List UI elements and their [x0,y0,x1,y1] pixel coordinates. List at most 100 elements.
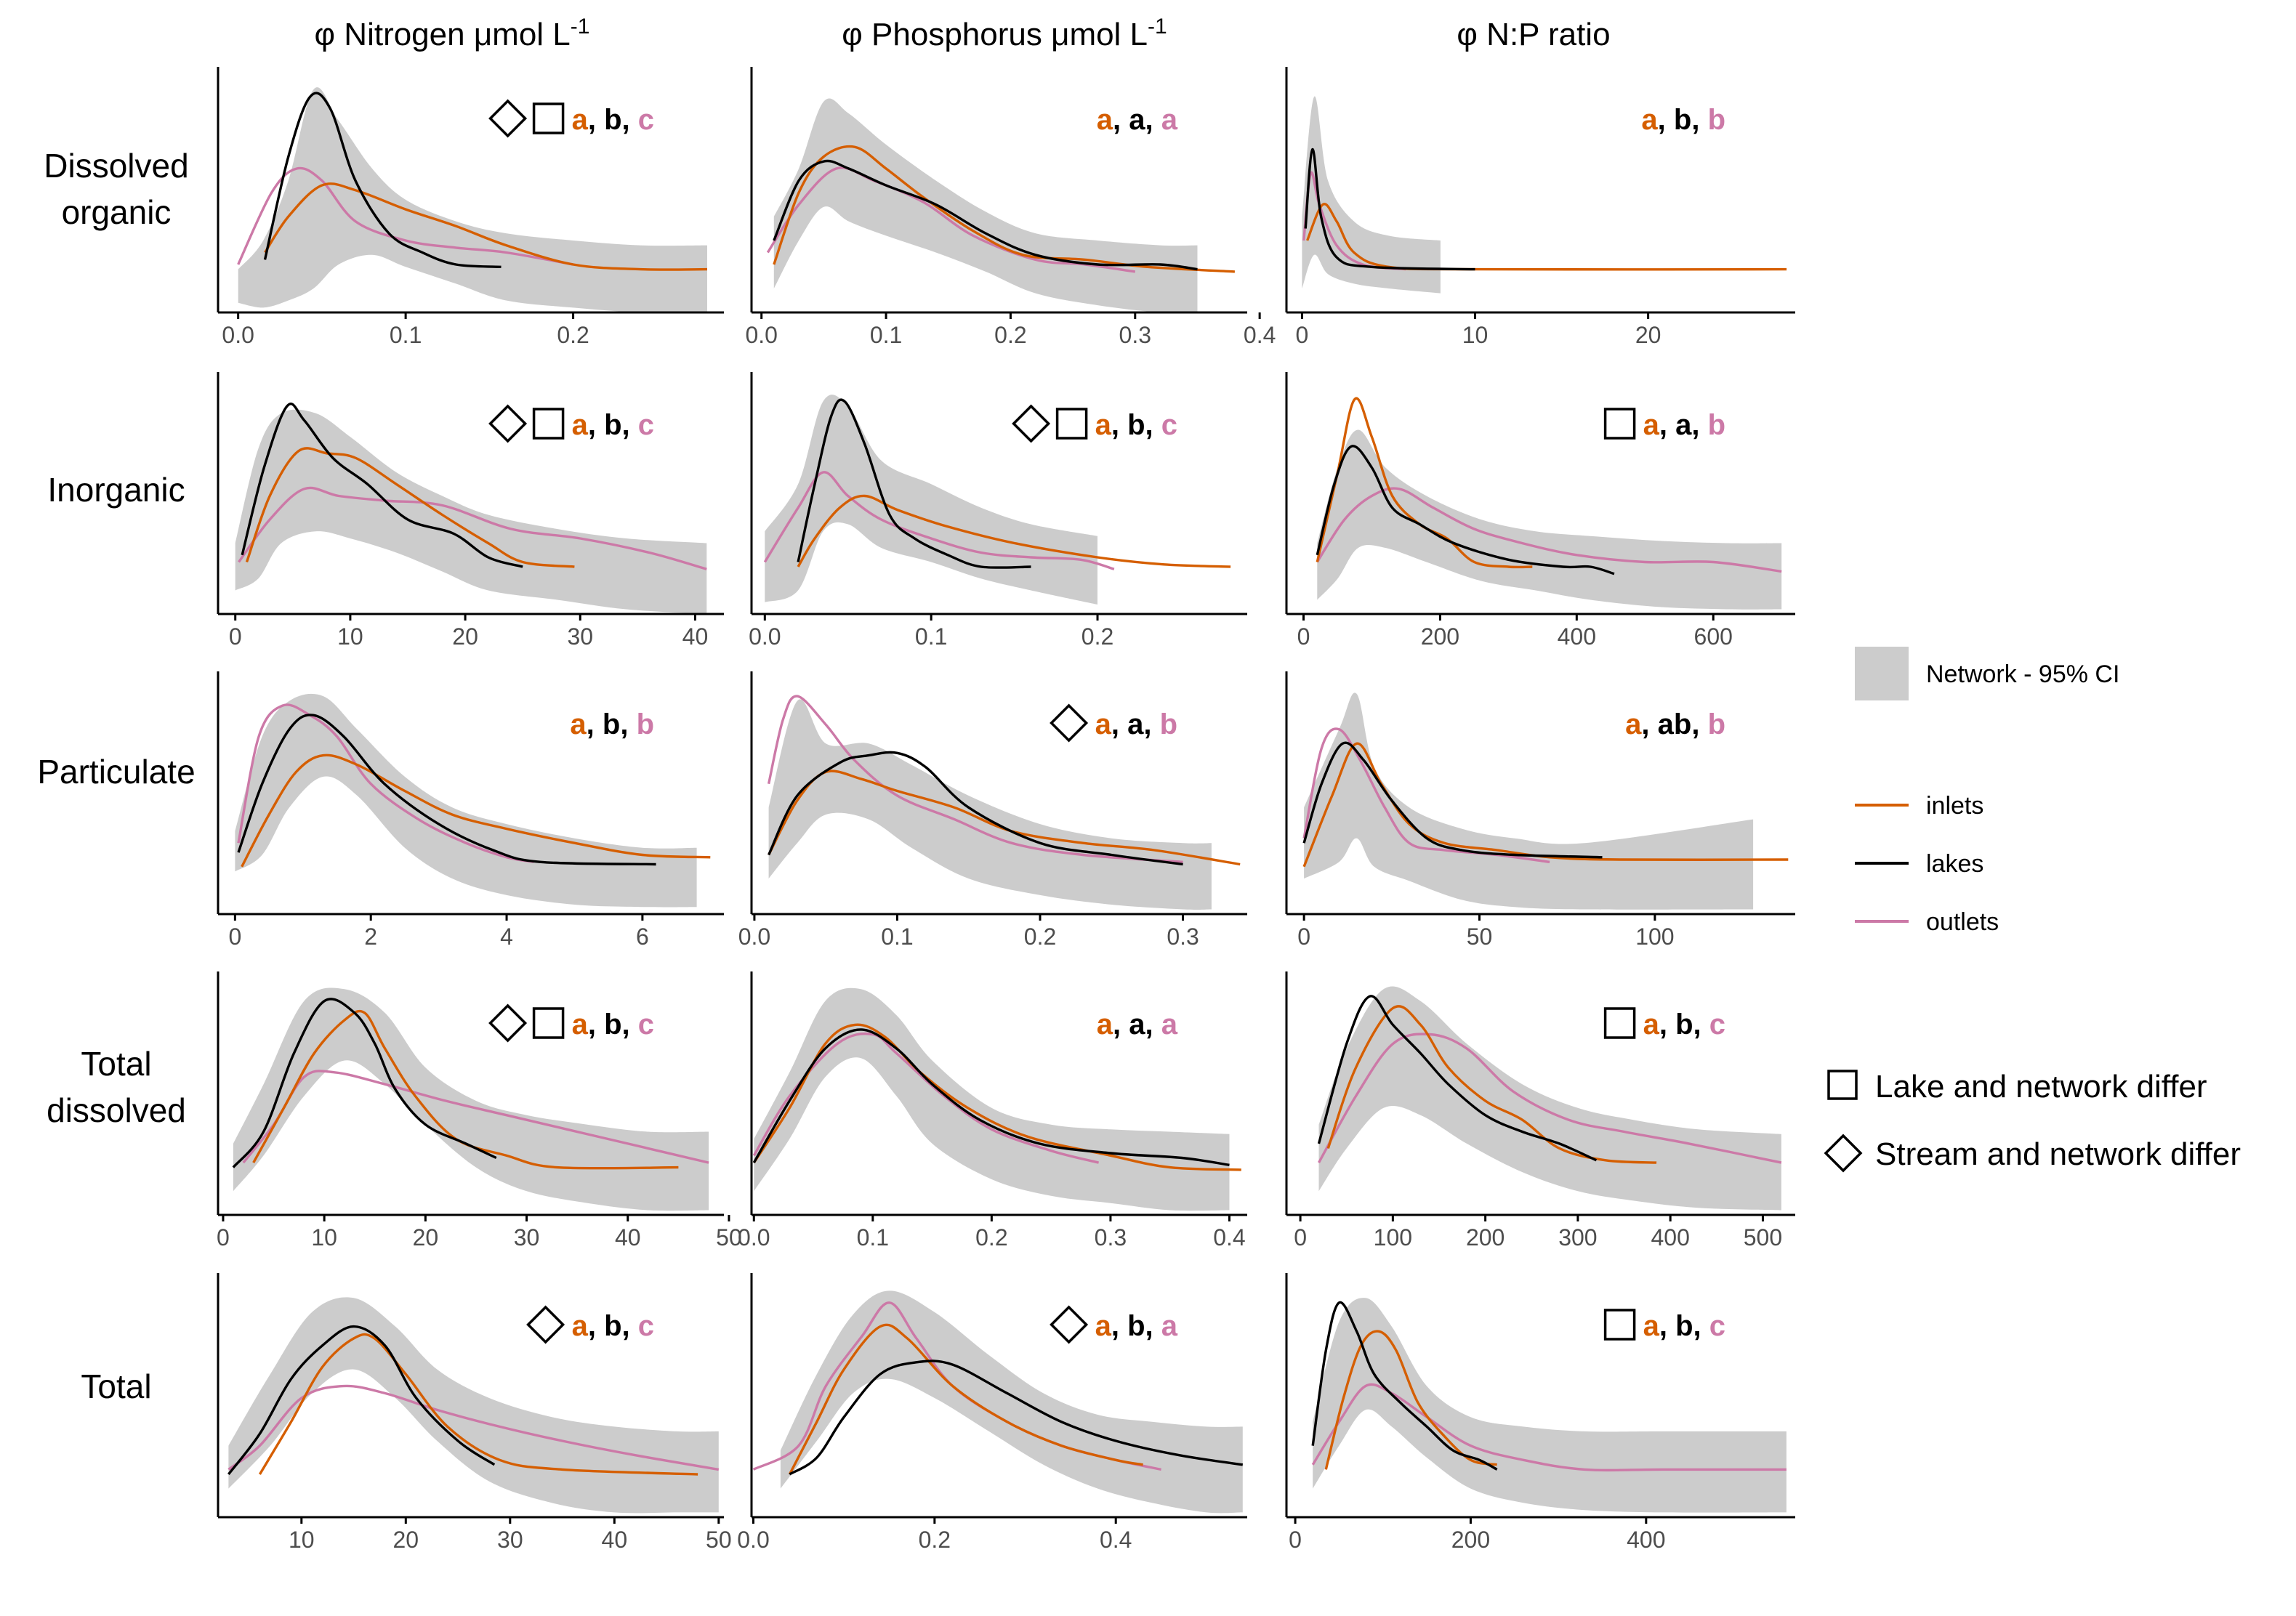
ci-band [780,1290,1243,1514]
x-tick-label: 0.3 [1167,924,1199,950]
series-line-lakes [241,403,523,568]
letter-lakes: b [604,409,621,441]
row-title-2-line-0: Particulate [37,753,195,791]
stream-differs-diamond-icon [1050,1305,1089,1344]
letter-separator: , [1113,104,1129,136]
letter-outlets: c [1161,409,1177,441]
significance-letters: a, b, a [1095,1310,1178,1342]
letter-lakes: b [1127,1310,1145,1342]
lake-differs-square-icon [1603,1309,1636,1341]
ci-band [228,1297,719,1514]
ci-band [238,87,707,313]
legend-lakes-label: lakes [1926,850,1983,878]
letter-separator: , [622,1009,638,1041]
series-line-outlets [767,695,1183,863]
x-tick-label: 100 [1635,924,1674,950]
x-tick-label: 300 [1558,1224,1597,1251]
x-tick-label: 0.0 [222,322,254,348]
letter-lakes: a [1127,708,1144,740]
series-line-lakes [1317,995,1598,1162]
letter-lakes: b [604,1009,621,1041]
panel-r3-c2: 0 100 200 300 400 500 a, b, c [1285,971,1795,1251]
letter-separator: , [1113,1009,1129,1041]
x-tick-label: 0 [1289,1527,1302,1553]
panel-r3-c0: 0 10 20 30 40 50 a, b, c [217,971,742,1251]
x-tick-label: 500 [1744,1224,1782,1251]
letter-separator: , [588,1009,604,1041]
letter-outlets: b [1708,409,1725,441]
series-line-inlets [1302,742,1789,868]
series-line-lakes [768,751,1183,866]
x-tick-label: 0.1 [915,623,947,650]
x-tick-label: 0.1 [870,322,902,348]
series-line-outlets [1311,1383,1787,1472]
letter-lakes: b [1675,1310,1693,1342]
letter-separator: , [1641,708,1657,740]
stream-differs-diamond-icon [488,404,528,443]
letter-outlets: a [1161,1009,1178,1041]
series-line-lakes [227,1325,496,1476]
series-line-lakes [773,159,1198,271]
panel-r4-c2: 0 200 400 a, b, c [1285,1273,1795,1553]
series-line-lakes [263,92,502,268]
letter-inlets: a [1643,1009,1660,1041]
x-tick-label: 0.3 [1095,1224,1127,1251]
panel-grid: 0.0 0.1 0.2 a, b, c 0.0 0.1 0.2 0.3 0.4 a, a, a 0 1… [217,67,1795,1553]
letter-inlets: a [1625,708,1642,740]
row-title-4-line-0: Total [81,1367,151,1405]
x-tick-label: 0.0 [738,1224,770,1251]
x-tick-label: 40 [615,1224,641,1251]
letter-lakes: a [1129,104,1145,136]
legend-square-icon [1827,1070,1858,1100]
row-title-0-line-1: organic [62,193,172,231]
ci-band [1317,429,1782,610]
significance-letters: a, b, c [572,409,654,441]
series-line-lakes [1304,148,1475,271]
x-tick-label: 20 [1635,322,1661,348]
significance-letters: a, b, b [570,708,654,740]
legend-inlets-label: inlets [1926,792,1983,820]
x-tick-label: 6 [636,924,649,950]
x-tick-label: 0.0 [737,1527,769,1553]
letter-separator: , [1111,1310,1127,1342]
panel-r2-c2: 0 50 100 a, ab, b [1285,671,1795,950]
lake-differs-square-icon [1055,408,1088,440]
series-line-lakes [752,1028,1230,1166]
series-line-outlets [1316,487,1782,573]
ci-band [765,395,1097,605]
significance-letters: a, b, c [1643,1310,1725,1342]
letter-lakes: b [1127,409,1145,441]
x-tick-label: 0.2 [975,1224,1007,1251]
series-line-lakes [237,714,656,866]
series-line-lakes [1316,445,1615,575]
series-line-inlets [264,182,708,271]
x-tick-label: 600 [1694,623,1733,650]
lake-differs-square-icon [532,408,565,440]
x-tick-label: 0 [1297,623,1310,650]
letter-separator: , [1659,1310,1675,1342]
letter-lakes: a [1129,1009,1145,1041]
x-tick-label: 400 [1558,623,1596,650]
x-tick-label: 0 [1296,322,1309,348]
legend: Network - 95% CI inlets lakes outlets La… [1824,647,2241,1173]
x-tick-label: 0 [1294,1224,1307,1251]
row-labels: Dissolved organic Inorganic Particulate Tota… [37,147,195,1405]
ci-band [1313,1298,1787,1513]
x-tick-label: 0.2 [994,322,1026,348]
significance-letters: a, b, c [1643,1009,1725,1041]
series-line-outlets [227,1384,720,1471]
letter-inlets: a [1643,1310,1660,1342]
x-tick-label: 0 [229,623,242,650]
x-tick-label: 20 [452,623,478,650]
x-tick-label: 0.2 [557,322,589,348]
significance-letters: a, a, b [1643,409,1725,441]
row-title-0-line-0: Dissolved [44,147,188,185]
ci-band [1304,692,1754,910]
letter-separator: , [1145,1310,1161,1342]
letter-separator: , [1659,409,1675,441]
letter-outlets: c [638,409,654,441]
series-line-inlets [1324,1330,1498,1470]
letter-inlets: a [572,409,589,441]
x-tick-label: 0.2 [919,1527,951,1553]
x-tick-label: 10 [337,623,363,650]
